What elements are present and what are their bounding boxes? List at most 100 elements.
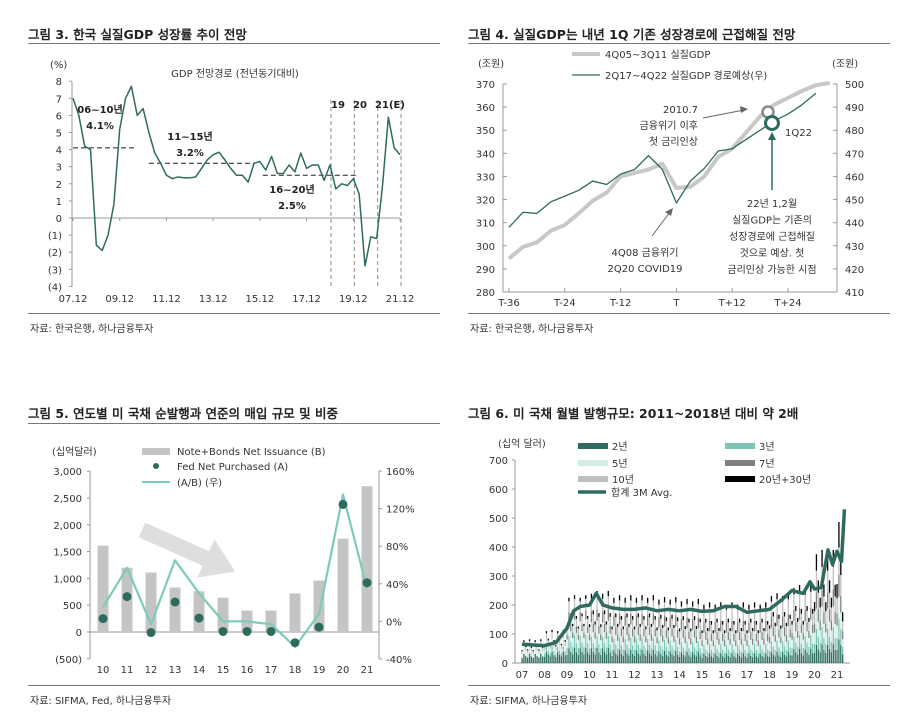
issuance-bar-segment: [823, 623, 825, 639]
issuance-bar-segment: [632, 636, 634, 646]
issuance-bar-segment: [607, 635, 609, 648]
issuance-bar-segment: [778, 647, 780, 656]
issuance-bar-segment: [615, 653, 617, 663]
issuance-bar-segment: [812, 632, 814, 644]
issuance-bar-segment: [748, 609, 750, 623]
issuance-bar-segment: [752, 644, 754, 653]
issuance-bar-segment: [768, 656, 771, 663]
issuance-bar-segment: [783, 616, 786, 628]
issuance-bar-segment: [735, 657, 737, 663]
x-tick-label: 11: [121, 665, 134, 676]
issuance-bar-segment: [615, 634, 617, 645]
legend-swatch: [725, 476, 755, 482]
issuance-bar-segment: [763, 638, 765, 645]
issuance-bar-segment: [830, 597, 833, 608]
issuance-bar-segment: [542, 656, 544, 663]
issuance-bar-segment: [830, 642, 833, 653]
issuance-bar-segment: [654, 653, 656, 663]
issuance-bar-segment: [613, 650, 615, 663]
issuance-bar-segment: [832, 566, 834, 590]
issuance-bar-segment: [804, 621, 806, 637]
issuance-bar-segment: [555, 646, 557, 650]
issuance-bar-segment: [549, 653, 551, 657]
issuance-bar-segment: [667, 630, 669, 638]
issuance-bar-segment: [761, 618, 763, 623]
issuance-bar-segment: [767, 641, 769, 650]
issuance-bar-segment: [727, 655, 729, 663]
issuance-bar-segment: [815, 628, 818, 645]
issuance-bar-segment: [793, 649, 795, 663]
y-tick-label: 200: [489, 601, 508, 612]
issuance-bar-segment: [617, 655, 619, 663]
issuance-bar-segment: [821, 589, 823, 607]
issuance-bar-segment: [768, 625, 771, 629]
issuance-bar-segment: [684, 629, 686, 637]
issuance-bar-segment: [624, 615, 626, 627]
issuance-bar-segment: [763, 652, 765, 658]
issuance-bar-segment: [680, 629, 683, 643]
issuance-bar-segment: [575, 616, 578, 619]
issuance-bar-segment: [542, 647, 544, 652]
issuance-bar-segment: [813, 623, 816, 633]
issuance-bar-segment: [665, 620, 668, 631]
issuance-bar-segment: [819, 620, 821, 631]
issuance-bar-segment: [663, 615, 666, 627]
issuance-bar-segment: [564, 646, 566, 652]
issuance-bar-segment: [682, 616, 684, 621]
issuance-bar-segment: [800, 608, 803, 614]
issuance-bar-segment: [637, 626, 639, 635]
issuance-bar-segment: [783, 654, 786, 663]
issuance-bar-segment: [785, 656, 788, 663]
issuance-bar-segment: [560, 653, 563, 657]
issuance-bar-segment: [733, 641, 735, 650]
issuance-bar-segment: [836, 584, 838, 599]
issuance-bar-segment: [827, 628, 829, 645]
issuance-bar-segment: [609, 652, 611, 663]
issuance-bar-segment: [656, 637, 658, 644]
issuance-bar-segment: [703, 604, 705, 610]
issuance-bar-segment: [785, 626, 788, 635]
issuance-bar-segment: [585, 634, 587, 648]
divider: [468, 685, 890, 686]
issuance-bar-segment: [558, 654, 561, 663]
right-y-tick-label: 460: [845, 172, 864, 183]
issuance-bar-segment: [628, 655, 630, 663]
issuance-bar-segment: [633, 655, 636, 663]
issuance-bar-segment: [812, 613, 814, 625]
issuance-bar-segment: [768, 650, 771, 657]
issuance-bar-segment: [808, 617, 810, 622]
issuance-bar-segment: [656, 650, 658, 657]
legend-swatch: [142, 448, 170, 455]
issuance-bar-segment: [817, 592, 819, 610]
issuance-bar-segment: [620, 636, 623, 646]
issuance-bar-segment: [635, 638, 638, 651]
issuance-bar-segment: [624, 626, 626, 639]
issuance-bar-segment: [722, 656, 724, 663]
left-y-tick-label: 290: [476, 265, 495, 276]
x-tick-label: 13: [169, 665, 182, 676]
issuance-bar-segment: [553, 646, 555, 652]
issuance-bar-segment: [746, 630, 748, 634]
issuance-bar-segment: [787, 614, 789, 627]
issuance-bar-segment: [703, 632, 705, 645]
issuance-bar-segment: [802, 655, 804, 663]
issuance-bar-segment: [680, 601, 683, 607]
issuance-bar-segment: [525, 650, 527, 657]
issuance-bar-segment: [594, 632, 596, 639]
issuance-bar-segment: [780, 636, 782, 644]
fed-purchase-dot: [122, 592, 132, 602]
issuance-bar-segment: [678, 638, 681, 645]
issuance-bar-segment: [594, 624, 596, 633]
issuance-bar-segment: [690, 638, 692, 645]
issuance-bar-segment: [703, 609, 705, 623]
issuance-bar-segment: [652, 624, 654, 638]
left-y-tick-label: 360: [476, 103, 495, 114]
issuance-bar-segment: [780, 625, 782, 629]
issuance-bar-segment: [632, 616, 634, 620]
x-tick-label: 10: [583, 670, 596, 681]
legend-swatch: [578, 443, 608, 449]
right-y-tick-label: 490: [845, 103, 864, 114]
issuance-bar-segment: [570, 651, 572, 663]
issuance-bar-segment: [753, 602, 756, 608]
issuance-bar-segment: [536, 650, 538, 657]
